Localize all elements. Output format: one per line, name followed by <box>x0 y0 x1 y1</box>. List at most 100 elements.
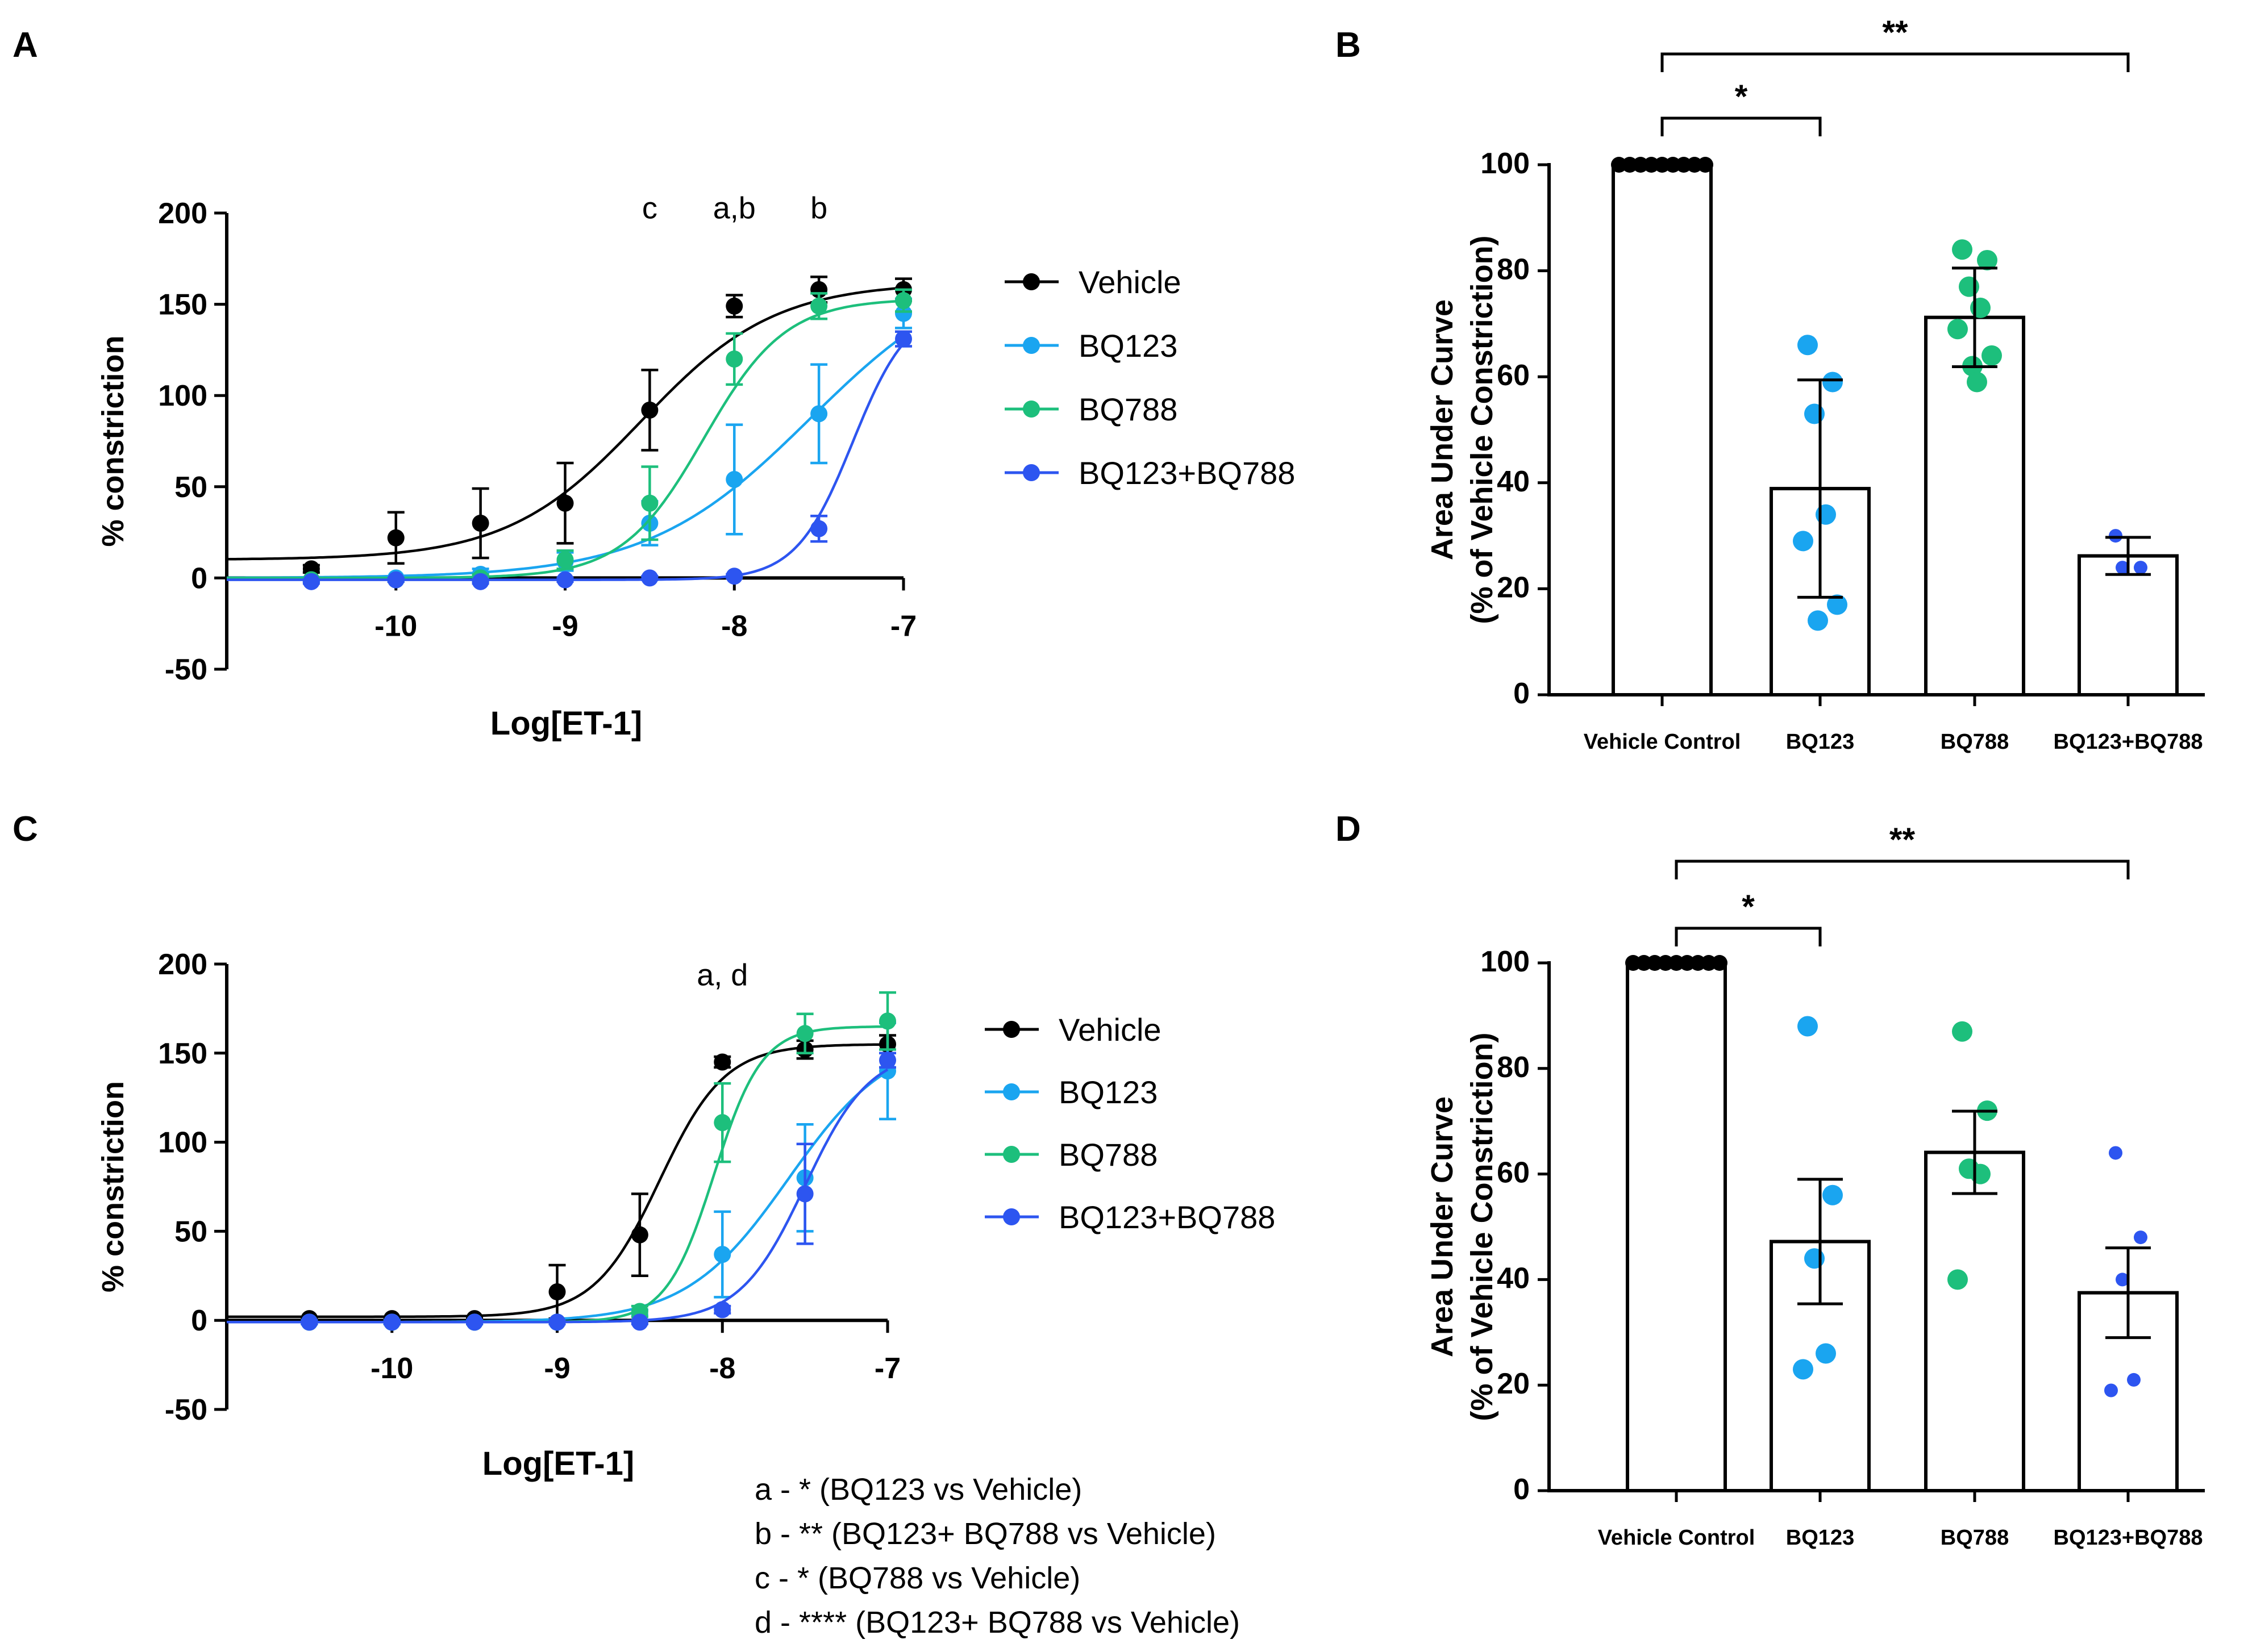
legend-label: BQ123+BQ788 <box>1079 455 1295 491</box>
data-point <box>2134 561 2147 575</box>
significance-annotation: c <box>642 191 657 226</box>
significance-label: * <box>1735 78 1748 115</box>
footnote-b: b - ** (BQ123+ BQ788 vs Vehicle) <box>755 1517 1216 1551</box>
y-tick-label: 150 <box>158 1037 207 1070</box>
bar-group-vehicle-control: Vehicle Control <box>1598 955 1755 1550</box>
y-axis-label-2: (% of Vehicle Constriction) <box>1465 235 1499 624</box>
x-tick-label: -7 <box>875 1352 901 1385</box>
data-point <box>472 515 489 532</box>
panel-label-d: D <box>1335 810 1361 849</box>
y-tick-label: 40 <box>1497 1262 1530 1295</box>
data-point <box>810 297 828 315</box>
x-tick-label: -8 <box>721 610 747 643</box>
bracket-line <box>1675 927 1822 946</box>
data-point <box>301 1313 318 1331</box>
significance-bracket: ** <box>1675 821 2130 879</box>
y-tick-label: 100 <box>158 379 207 412</box>
chart-b-auc-bars: 0 20 40 60 80 100 Area Under Curve (% of Vehicl… <box>1425 14 2205 754</box>
y-tick-label: 100 <box>158 1127 207 1159</box>
legend-marker <box>1023 273 1040 290</box>
y-tick-label: 20 <box>1497 1367 1530 1400</box>
legend-marker <box>1003 1146 1020 1163</box>
y-axis-label: % constriction <box>96 335 130 547</box>
y-axis-label-2: (% of Vehicle Constriction) <box>1465 1032 1499 1421</box>
data-point <box>714 1053 731 1071</box>
data-point <box>1822 372 1843 393</box>
data-point <box>1797 335 1818 356</box>
y-tick-label: 60 <box>1497 1157 1530 1190</box>
y-tick-label: 0 <box>1513 677 1530 710</box>
category-label: Vehicle Control <box>1598 1526 1755 1550</box>
legend-marker <box>1023 464 1040 481</box>
footnote-a: a - * (BQ123 vs Vehicle) <box>755 1472 1082 1507</box>
bar <box>2078 554 2179 697</box>
data-point <box>1797 1016 1818 1037</box>
data-point <box>1967 372 1987 393</box>
data-point <box>1816 504 1836 525</box>
data-point <box>1970 297 1991 318</box>
bar-group-bq123: BQ123 <box>1770 1016 1871 1550</box>
data-point <box>1816 1343 1836 1364</box>
legend-label: BQ123 <box>1059 1074 1158 1110</box>
y-tick-label: 40 <box>1497 465 1530 498</box>
data-point <box>1952 1021 1972 1042</box>
y-tick-label: -50 <box>165 1394 207 1426</box>
data-point <box>472 573 489 590</box>
data-point <box>641 401 659 419</box>
x-tick-label: -10 <box>370 1352 413 1385</box>
y-tick-label: 0 <box>191 1304 207 1337</box>
bracket-line <box>1660 52 2130 72</box>
data-point <box>879 1012 896 1030</box>
y-tick-label: 50 <box>174 471 207 504</box>
data-point <box>895 330 912 348</box>
y-tick-label: -50 <box>165 653 207 686</box>
data-point <box>1793 531 1813 552</box>
category-label: BQ123+BQ788 <box>2054 1526 2203 1550</box>
category-label: BQ788 <box>1941 730 2009 754</box>
bar-group-vehicle-control: Vehicle Control <box>1584 157 1741 754</box>
bar-group-bq123-bq788: BQ123+BQ788 <box>2054 1146 2203 1550</box>
y-axis-label: Area Under Curve <box>1425 1096 1459 1357</box>
x-axis-label: Log[ET-1] <box>482 1445 634 1482</box>
data-point <box>556 571 574 589</box>
chart-d-auc-bars: 0 20 40 60 80 100 Area Under Curve (% of Vehicl… <box>1425 821 2205 1550</box>
data-point <box>1981 345 2002 366</box>
data-point <box>796 1185 814 1203</box>
data-point <box>726 568 743 585</box>
y-tick-label: 80 <box>1497 253 1530 286</box>
data-point <box>556 494 574 512</box>
data-point <box>641 569 659 587</box>
panel-label-b: B <box>1335 26 1361 65</box>
category-label: BQ123+BQ788 <box>2054 730 2203 754</box>
data-point <box>2134 1230 2147 1245</box>
y-tick-label: 200 <box>158 197 207 230</box>
legend-label: BQ123 <box>1079 328 1177 364</box>
category-label: Vehicle Control <box>1584 730 1741 754</box>
bar-group-bq123-bq788: BQ123+BQ788 <box>2054 529 2203 754</box>
data-point <box>548 1313 566 1331</box>
y-tick-label: 50 <box>174 1215 207 1248</box>
data-point <box>1959 276 1979 297</box>
series-bq123: BQ123 <box>227 1021 1158 1331</box>
data-point <box>2109 1146 2122 1160</box>
data-point <box>895 292 912 310</box>
footnote-d: d - **** (BQ123+ BQ788 vs Vehicle) <box>755 1605 1240 1640</box>
y-tick-label: 100 <box>1480 945 1530 978</box>
bracket-line <box>1660 116 1822 136</box>
data-point <box>895 304 912 322</box>
y-tick-label: 100 <box>1480 147 1530 180</box>
series-vehicle: Vehicle <box>227 1012 1162 1328</box>
significance-bracket: * <box>1660 78 1822 136</box>
data-point <box>796 1025 814 1042</box>
data-point <box>1947 1269 1968 1290</box>
data-point <box>810 520 828 537</box>
data-point <box>548 1283 566 1301</box>
panel-label-c: C <box>13 810 38 849</box>
bar <box>1924 1150 2025 1492</box>
legend-label: Vehicle <box>1079 264 1181 300</box>
panel-label-a: A <box>13 26 38 65</box>
data-point <box>1808 610 1828 631</box>
significance-bracket: ** <box>1660 14 2130 72</box>
y-axis-label: % constriction <box>96 1081 130 1292</box>
